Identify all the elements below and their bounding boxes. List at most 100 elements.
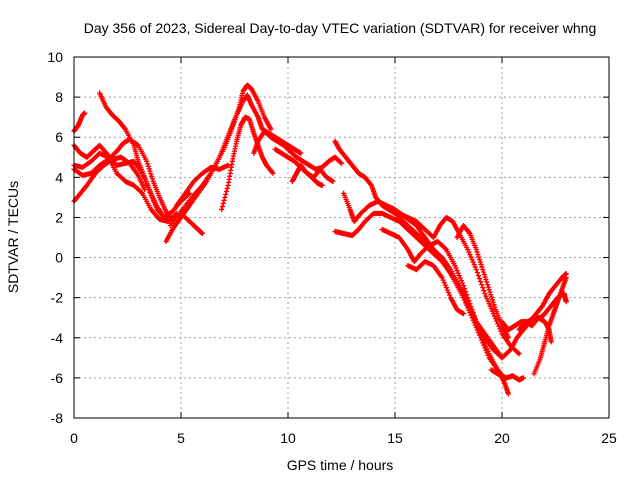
data-point	[465, 246, 471, 253]
data-point	[483, 293, 489, 299]
x-axis-ticks: 0 5 10 15 20 25	[70, 57, 617, 446]
data-point	[482, 274, 488, 280]
data-point	[219, 206, 225, 213]
y-tick-label: 4	[55, 169, 63, 185]
data-point	[482, 291, 488, 297]
data-point	[465, 295, 471, 301]
series-track-12	[251, 128, 345, 172]
data-point	[482, 341, 488, 347]
data-point	[475, 325, 482, 331]
data-point	[167, 214, 173, 221]
data-point	[480, 285, 486, 291]
data-point	[268, 126, 274, 132]
series-track-24	[531, 275, 569, 377]
data-point	[148, 173, 155, 179]
data-point	[468, 304, 474, 310]
data-point	[199, 230, 205, 237]
data-point	[165, 218, 171, 225]
series-track-5	[71, 136, 173, 221]
data-point	[220, 200, 226, 207]
data-point	[330, 178, 336, 184]
y-tick-label: 2	[55, 209, 63, 225]
data-point	[480, 336, 486, 342]
data-point	[475, 251, 481, 258]
data-point	[484, 296, 490, 302]
data-point	[492, 316, 499, 322]
data-point	[142, 186, 148, 192]
data-point	[487, 303, 493, 309]
x-tick-label: 20	[494, 430, 510, 446]
data-point	[223, 191, 229, 197]
data-point	[138, 189, 145, 195]
series-track-6	[97, 90, 171, 225]
data-point	[463, 289, 469, 295]
data-point	[483, 277, 489, 283]
data-point	[548, 339, 554, 345]
data-point	[488, 294, 495, 300]
y-axis-label: SDTVAR / TECUs	[5, 181, 21, 293]
grid	[74, 57, 609, 418]
data-point	[471, 313, 477, 319]
data-point	[461, 286, 468, 292]
data-point	[455, 270, 461, 276]
data-point	[505, 335, 512, 341]
data-point	[491, 302, 497, 308]
data-point	[472, 264, 478, 270]
data-point	[486, 287, 492, 293]
data-point	[516, 351, 522, 357]
x-tick-label: 25	[601, 430, 617, 446]
data-point	[224, 185, 230, 191]
data-point	[298, 150, 304, 156]
data-point	[476, 254, 482, 260]
x-tick-label: 10	[280, 430, 296, 446]
x-tick-label: 15	[387, 430, 403, 446]
data-point	[149, 176, 155, 182]
data-point	[134, 141, 140, 148]
data-point	[445, 290, 452, 296]
data-point	[269, 169, 275, 175]
data-point	[488, 306, 494, 312]
data-point	[452, 262, 458, 269]
data-point	[222, 194, 228, 200]
y-axis-ticks: -8 -6 -4 -2 0 2 4 6 8 10	[47, 49, 609, 426]
data-point	[484, 282, 491, 288]
data-point	[484, 346, 490, 352]
data-point	[466, 249, 472, 255]
data-point	[469, 307, 475, 313]
y-tick-label: 6	[55, 129, 63, 145]
data-point	[225, 162, 231, 168]
data-point	[456, 273, 462, 279]
data-point	[458, 278, 464, 284]
data-point	[460, 283, 467, 289]
data-point	[481, 288, 487, 294]
data-point	[515, 350, 521, 356]
data-point	[473, 246, 479, 253]
data-point	[483, 343, 489, 349]
data-point	[338, 159, 344, 166]
data-point	[459, 290, 466, 296]
data-point	[460, 311, 467, 317]
series-track-21	[405, 258, 467, 317]
plot-frame	[73, 56, 610, 419]
data-point	[444, 287, 451, 293]
series-track-3	[71, 150, 180, 225]
data-point	[270, 170, 276, 176]
data-point	[484, 279, 490, 285]
data-point	[338, 160, 345, 166]
data-point	[82, 110, 88, 116]
data-point	[441, 280, 447, 286]
data-point	[505, 391, 512, 397]
data-point	[466, 298, 472, 304]
data-point	[148, 171, 154, 177]
series-track-7	[163, 92, 304, 245]
y-tick-label: 0	[55, 250, 63, 266]
data-point	[147, 168, 153, 174]
data-point	[486, 301, 492, 307]
data-point	[477, 259, 483, 265]
y-tick-label: -2	[51, 290, 64, 306]
chart-title: Day 356 of 2023, Sidereal Day-to-day VTE…	[84, 20, 597, 36]
data-point	[442, 282, 448, 288]
series-track-14	[289, 162, 325, 188]
data-point	[472, 316, 478, 322]
